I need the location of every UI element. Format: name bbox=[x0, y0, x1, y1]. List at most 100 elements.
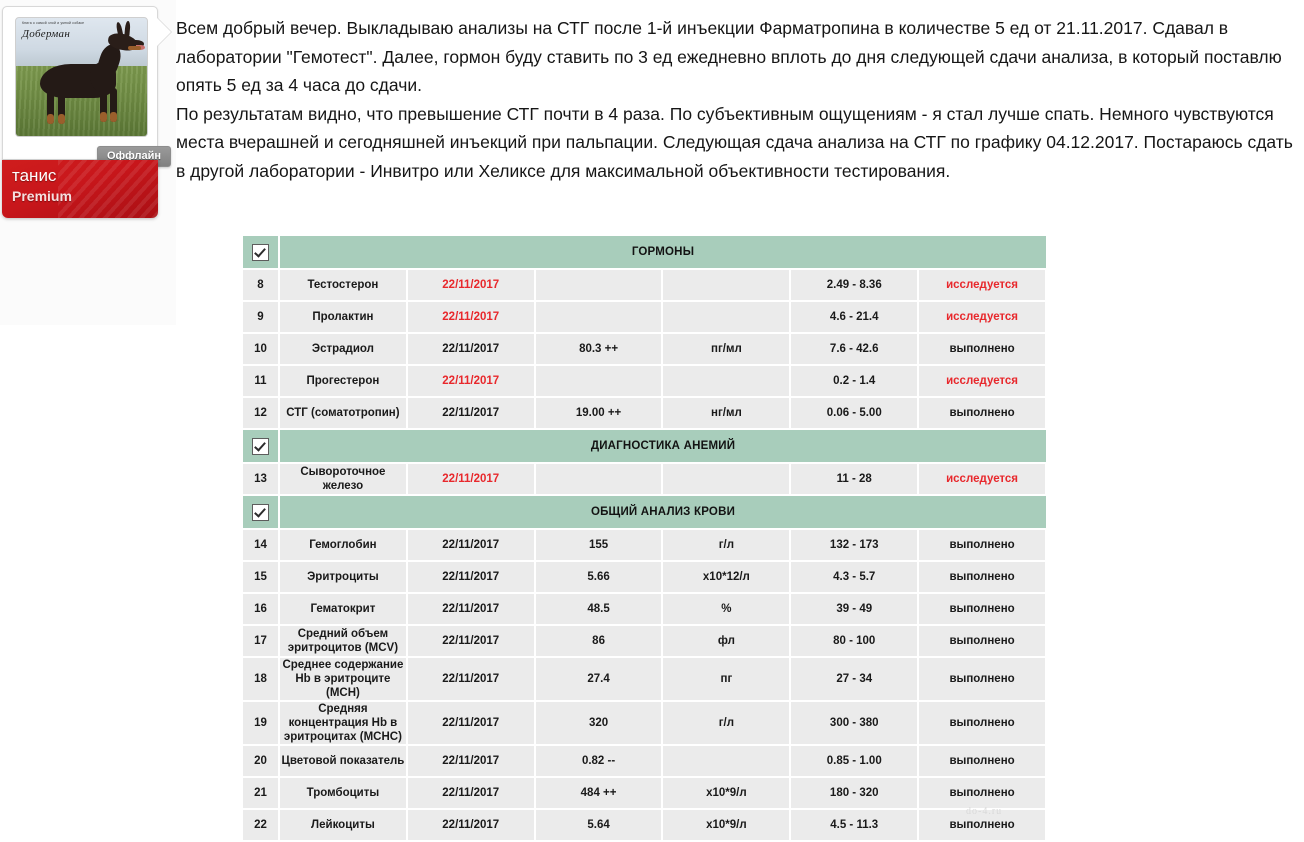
row-unit bbox=[662, 463, 792, 496]
row-index: 9 bbox=[243, 301, 280, 334]
table-row[interactable]: 20 Цветовой показатель 22/11/2017 0.82 -- 0.… bbox=[243, 745, 1047, 778]
row-unit: пг bbox=[662, 657, 792, 702]
row-reference-range: 7.6 - 42.6 bbox=[790, 333, 920, 366]
row-status: выполнено bbox=[918, 777, 1047, 810]
row-index: 14 bbox=[243, 529, 280, 562]
user-rank: Premium bbox=[12, 188, 72, 204]
row-value: 48.5 bbox=[534, 593, 664, 626]
row-unit: % bbox=[662, 593, 792, 626]
row-value: 86 bbox=[534, 625, 664, 658]
row-date: 22/11/2017 bbox=[406, 809, 536, 842]
row-test-name: Прогестерон bbox=[279, 365, 408, 398]
user-card[interactable]: Книга о самой злой и умной собаке Доберм… bbox=[2, 6, 171, 218]
table-row[interactable]: 16 Гематокрит 22/11/2017 48.5% 39 - 49 выполн… bbox=[243, 593, 1047, 626]
section-title: ГОРМОНЫ bbox=[279, 236, 1046, 270]
user-panel: Книга о самой злой и умной собаке Доберм… bbox=[0, 0, 176, 325]
row-reference-range: 0.06 - 5.00 bbox=[790, 397, 920, 430]
table-row[interactable]: 8 Тестостерон 22/11/2017 2.49 - 8.36 исследу… bbox=[243, 269, 1047, 302]
row-test-name: Тестостерон bbox=[279, 269, 408, 302]
post-paragraph-2: По результатам видно, что превышение СТГ… bbox=[176, 103, 1293, 181]
row-date: 22/11/2017 bbox=[406, 269, 536, 302]
dog-snout bbox=[128, 40, 144, 48]
table-row[interactable]: 19 Средняя концентрация Hb в эритроцитах … bbox=[243, 701, 1047, 746]
dog-paw bbox=[110, 112, 117, 122]
row-reference-range: 11 - 28 bbox=[790, 463, 920, 496]
row-status: выполнено bbox=[918, 561, 1047, 594]
row-date: 22/11/2017 bbox=[406, 561, 536, 594]
row-index: 8 bbox=[243, 269, 280, 302]
table-row[interactable]: 10 Эстрадиол 22/11/2017 80.3 ++ пг/мл 7.6 - 4… bbox=[243, 333, 1047, 366]
row-test-name: Гематокрит bbox=[279, 593, 408, 626]
dog-paw bbox=[100, 112, 107, 122]
row-reference-range: 132 - 173 bbox=[790, 529, 920, 562]
row-unit bbox=[662, 365, 792, 398]
section-checkbox-cell[interactable] bbox=[243, 236, 280, 270]
table-row[interactable]: 12 СТГ (соматотропин) 22/11/2017 19.00 ++ нг… bbox=[243, 397, 1047, 430]
row-reference-range: 4.5 - 11.3 bbox=[790, 809, 920, 842]
row-value: 484 ++ bbox=[534, 777, 664, 810]
row-value: 27.4 bbox=[534, 657, 664, 702]
row-value bbox=[534, 269, 664, 302]
row-test-name: Цветовой показатель bbox=[279, 745, 408, 778]
row-unit bbox=[662, 269, 792, 302]
row-unit: фл bbox=[662, 625, 792, 658]
row-reference-range: 80 - 100 bbox=[790, 625, 920, 658]
row-index: 17 bbox=[243, 625, 280, 658]
row-index: 11 bbox=[243, 365, 280, 398]
row-date: 22/11/2017 bbox=[406, 625, 536, 658]
row-index: 22 bbox=[243, 809, 280, 842]
row-reference-range: 4.3 - 5.7 bbox=[790, 561, 920, 594]
row-value: 80.3 ++ bbox=[534, 333, 664, 366]
table-row[interactable]: 21 Тромбоциты 22/11/2017 484 ++ х10*9/л 180 -… bbox=[243, 777, 1047, 810]
checkmark-icon[interactable] bbox=[252, 437, 269, 455]
table-row[interactable]: 22 Лейкоциты 22/11/2017 5.64 х10*9/л 4.5 - 11… bbox=[243, 809, 1047, 842]
row-test-name: Гемоглобин bbox=[279, 529, 408, 562]
row-test-name: Среднее содержание Hb в эритроците (MCH) bbox=[279, 657, 408, 702]
table-section-header: ДИАГНОСТИКА АНЕМИЙ bbox=[243, 429, 1046, 464]
table-row[interactable]: 18 Среднее содержание Hb в эритроците (MC… bbox=[243, 657, 1047, 702]
row-status: выполнено bbox=[918, 397, 1047, 430]
row-date: 22/11/2017 bbox=[406, 529, 536, 562]
user-name[interactable]: танис bbox=[12, 166, 57, 185]
table-row[interactable]: 14 Гемоглобин 22/11/2017 155 г/л 132 - 173 вып… bbox=[243, 529, 1047, 562]
row-value: 155 bbox=[534, 529, 664, 562]
row-test-name: Средний объем эритроцитов (MCV) bbox=[279, 625, 408, 658]
section-checkbox-cell[interactable] bbox=[243, 429, 280, 464]
row-index: 10 bbox=[243, 333, 280, 366]
row-test-name: Сывороточное железо bbox=[279, 463, 408, 496]
row-index: 18 bbox=[243, 657, 280, 702]
row-index: 21 bbox=[243, 777, 280, 810]
dog-paw bbox=[47, 114, 54, 124]
table-row[interactable]: 11 Прогестерон 22/11/2017 0.2 - 1.4 исследуе… bbox=[243, 365, 1047, 398]
dog-leg bbox=[110, 88, 117, 122]
row-date: 22/11/2017 bbox=[406, 301, 536, 334]
row-test-name: Эстрадиол bbox=[279, 333, 408, 366]
row-date: 22/11/2017 bbox=[406, 397, 536, 430]
row-unit: г/л bbox=[662, 701, 792, 746]
checkmark-icon[interactable] bbox=[252, 243, 269, 261]
section-title: ДИАГНОСТИКА АНЕМИЙ bbox=[279, 429, 1046, 464]
row-unit: х10*9/л bbox=[662, 777, 792, 810]
table-section-header: ОБЩИЙ АНАЛИЗ КРОВИ bbox=[243, 495, 1046, 530]
row-date: 22/11/2017 bbox=[406, 365, 536, 398]
table-row[interactable]: 13 Сывороточное железо 22/11/2017 11 - 28 ис… bbox=[243, 463, 1047, 496]
row-unit: пг/мл bbox=[662, 333, 792, 366]
lab-results-table: ГОРМОНЫ 8 Тестостерон 22/11/2017 2.49 - 8.36… bbox=[243, 236, 1047, 842]
dog-leg bbox=[47, 90, 54, 124]
row-unit: нг/мл bbox=[662, 397, 792, 430]
row-unit: х10*12/л bbox=[662, 561, 792, 594]
row-reference-range: 180 - 320 bbox=[790, 777, 920, 810]
row-status: выполнено bbox=[918, 529, 1047, 562]
row-value: 5.66 bbox=[534, 561, 664, 594]
table-row[interactable]: 15 Эритроциты 22/11/2017 5.66 х10*12/л 4.3 - … bbox=[243, 561, 1047, 594]
table-row[interactable]: 9 Пролактин 22/11/2017 4.6 - 21.4 исследуетс… bbox=[243, 301, 1047, 334]
section-checkbox-cell[interactable] bbox=[243, 495, 280, 530]
row-status: исследуется bbox=[918, 463, 1047, 496]
row-status: выполнено bbox=[918, 333, 1047, 366]
post-body: Всем добрый вечер. Выкладываю анализы на… bbox=[176, 14, 1294, 185]
checkmark-icon[interactable] bbox=[252, 503, 269, 521]
table-row[interactable]: 17 Средний объем эритроцитов (MCV) 22/11/2… bbox=[243, 625, 1047, 658]
user-info-strip[interactable]: танис Premium bbox=[2, 160, 158, 218]
avatar-image[interactable]: Книга о самой злой и умной собаке Доберм… bbox=[15, 17, 148, 137]
watermark: do-4.ru bbox=[966, 806, 1003, 817]
